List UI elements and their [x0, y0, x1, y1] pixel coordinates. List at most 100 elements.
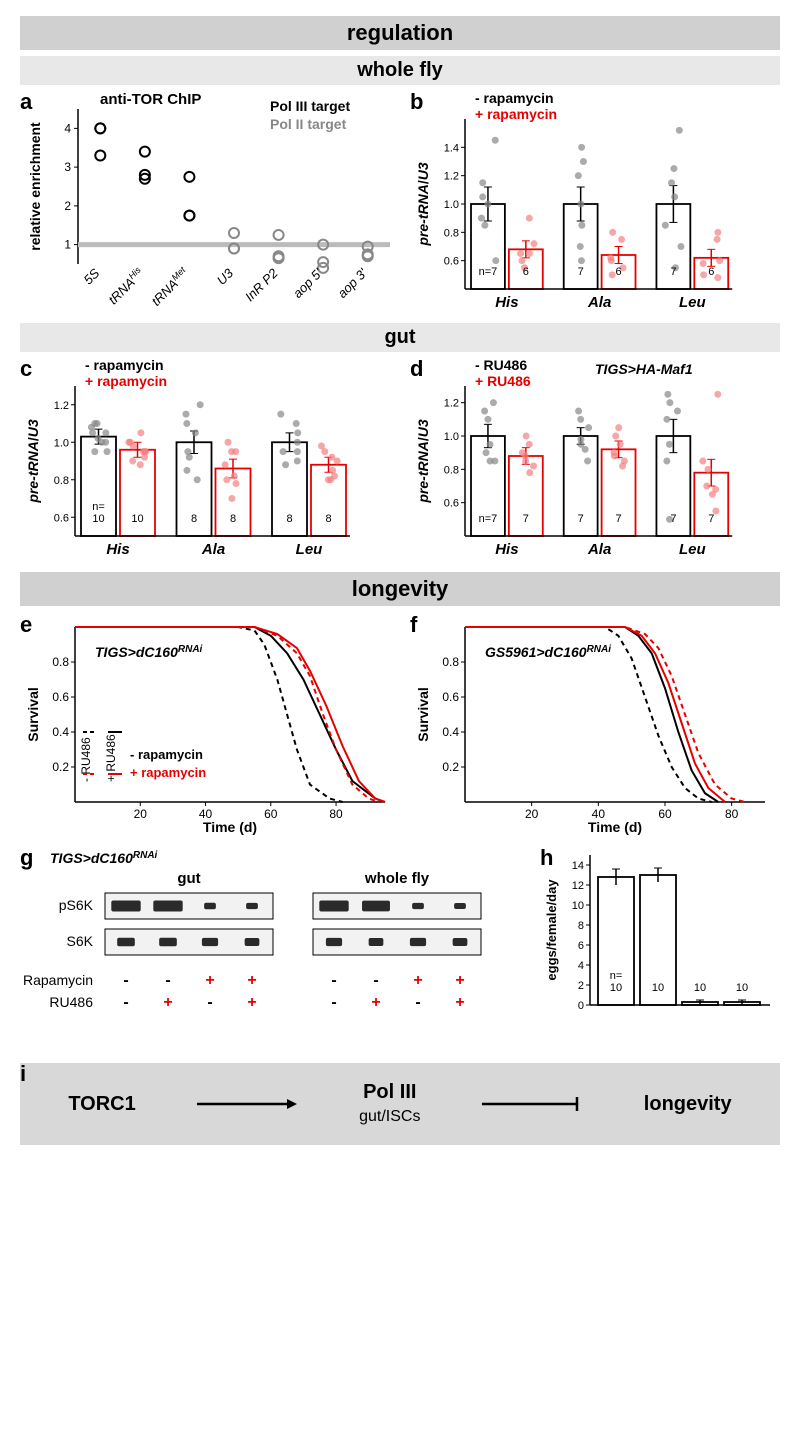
panel-c: c 0.60.81.01.2pre-tRNA/U3- rapamycin+ ra… — [20, 356, 400, 566]
panel-g-svg: TIGS>dC160RNAigutwhole flypS6KS6KRapamyc… — [20, 845, 530, 1045]
svg-text:0.4: 0.4 — [442, 725, 459, 739]
svg-text:0.8: 0.8 — [444, 227, 459, 239]
svg-text:6: 6 — [615, 266, 621, 278]
svg-text:TIGS>dC160RNAi: TIGS>dC160RNAi — [95, 644, 203, 661]
svg-text:10: 10 — [131, 513, 143, 525]
svg-text:whole fly: whole fly — [364, 870, 430, 887]
svg-text:tRNAHis: tRNAHis — [105, 264, 148, 307]
panel-h: h 02468101214eggs/female/dayn=10101010 — [540, 845, 780, 1045]
svg-text:S6K: S6K — [67, 933, 94, 949]
svg-text:10: 10 — [694, 982, 706, 994]
svg-text:4: 4 — [64, 121, 71, 135]
svg-text:0.8: 0.8 — [442, 655, 459, 669]
svg-text:-: - — [207, 994, 212, 1011]
schematic: TORC1 Pol III gut/ISCs longevity — [20, 1063, 780, 1145]
svg-text:20: 20 — [134, 807, 148, 821]
header-gut: gut — [20, 323, 780, 352]
svg-text:0.6: 0.6 — [442, 690, 459, 704]
svg-text:Pol II target: Pol II target — [270, 116, 347, 132]
svg-text:-: - — [331, 994, 336, 1011]
panel-f-svg: 204060800.20.40.60.8Time (d)SurvivalGS59… — [410, 612, 780, 837]
svg-text:60: 60 — [658, 807, 672, 821]
svg-text:n=: n= — [610, 970, 623, 982]
svg-text:GS5961>dC160RNAi: GS5961>dC160RNAi — [485, 644, 611, 661]
svg-text:+: + — [371, 994, 380, 1011]
svg-text:8: 8 — [191, 513, 197, 525]
panel-h-label: h — [540, 845, 553, 871]
svg-text:10: 10 — [736, 982, 748, 994]
svg-text:20: 20 — [525, 807, 539, 821]
svg-text:-: - — [123, 972, 128, 989]
panel-f-label: f — [410, 612, 417, 638]
svg-text:6: 6 — [708, 266, 714, 278]
schematic-torc1: TORC1 — [68, 1093, 135, 1116]
svg-text:8: 8 — [325, 513, 331, 525]
svg-text:Time (d): Time (d) — [588, 819, 642, 835]
svg-text:60: 60 — [264, 807, 278, 821]
svg-text:gut: gut — [177, 870, 200, 887]
svg-text:8: 8 — [230, 513, 236, 525]
svg-text:Leu: Leu — [679, 294, 706, 311]
panel-a-svg: 1234relative enrichmentanti-TOR ChIPPol … — [20, 89, 400, 319]
panel-b-label: b — [410, 89, 423, 115]
svg-text:0: 0 — [578, 1000, 584, 1012]
svg-text:Survival: Survival — [25, 687, 41, 741]
svg-text:7: 7 — [578, 266, 584, 278]
svg-text:aop 3': aop 3' — [334, 265, 370, 301]
svg-text:7: 7 — [708, 513, 714, 525]
svg-text:- RU486: - RU486 — [79, 737, 93, 782]
svg-text:Pol III target: Pol III target — [270, 98, 350, 114]
svg-text:0.6: 0.6 — [444, 256, 459, 268]
svg-text:Ala: Ala — [587, 294, 611, 311]
svg-text:2: 2 — [64, 199, 71, 213]
pol3-text: Pol III — [363, 1081, 416, 1103]
svg-text:10: 10 — [652, 982, 664, 994]
svg-text:pre-tRNA/U3: pre-tRNA/U3 — [25, 419, 41, 503]
svg-text:0.2: 0.2 — [442, 760, 459, 774]
svg-text:4: 4 — [578, 960, 584, 972]
svg-text:His: His — [495, 294, 518, 311]
svg-text:6: 6 — [523, 266, 529, 278]
svg-text:1.2: 1.2 — [444, 171, 459, 183]
svg-text:eggs/female/day: eggs/female/day — [544, 879, 559, 981]
svg-text:7: 7 — [670, 266, 676, 278]
svg-text:10: 10 — [92, 513, 104, 525]
svg-text:7: 7 — [578, 513, 584, 525]
svg-text:+ RU486: + RU486 — [475, 373, 531, 389]
svg-text:+: + — [413, 972, 422, 989]
svg-text:0.6: 0.6 — [52, 690, 69, 704]
svg-text:-: - — [123, 994, 128, 1011]
svg-text:0.2: 0.2 — [52, 760, 69, 774]
svg-text:pre-tRNA/U3: pre-tRNA/U3 — [415, 162, 431, 246]
svg-text:TIGS>dC160RNAi: TIGS>dC160RNAi — [50, 850, 158, 867]
svg-text:- rapamycin: - rapamycin — [85, 357, 164, 373]
svg-text:- rapamycin: - rapamycin — [475, 90, 554, 106]
svg-text:-: - — [415, 994, 420, 1011]
svg-text:+: + — [455, 994, 464, 1011]
svg-text:7: 7 — [523, 513, 529, 525]
panel-a-label: a — [20, 89, 32, 115]
svg-text:+: + — [455, 972, 464, 989]
svg-text:pre-tRNA/U3: pre-tRNA/U3 — [415, 419, 431, 503]
svg-text:-: - — [331, 972, 336, 989]
svg-text:aop 5': aop 5' — [290, 265, 326, 301]
svg-text:8: 8 — [286, 513, 292, 525]
svg-text:n=7: n=7 — [479, 266, 498, 278]
svg-text:+: + — [247, 994, 256, 1011]
svg-text:-: - — [373, 972, 378, 989]
svg-text:+ rapamycin: + rapamycin — [475, 106, 557, 122]
panel-e-label: e — [20, 612, 32, 638]
svg-text:1.0: 1.0 — [444, 199, 459, 211]
schematic-pol3: Pol III gut/ISCs — [359, 1081, 420, 1127]
svg-text:10: 10 — [610, 982, 622, 994]
svg-text:12: 12 — [572, 880, 584, 892]
panel-b: b 0.60.81.01.21.4pre-tRNA/U3- rapamycin+… — [410, 89, 780, 319]
svg-text:7: 7 — [670, 513, 676, 525]
svg-text:+: + — [205, 972, 214, 989]
svg-text:+ rapamycin: + rapamycin — [85, 373, 167, 389]
svg-text:n=: n= — [92, 501, 105, 513]
svg-text:10: 10 — [572, 900, 584, 912]
svg-text:Leu: Leu — [679, 541, 706, 558]
svg-text:relative enrichment: relative enrichment — [27, 122, 43, 251]
svg-text:tRNAMet: tRNAMet — [148, 264, 192, 308]
